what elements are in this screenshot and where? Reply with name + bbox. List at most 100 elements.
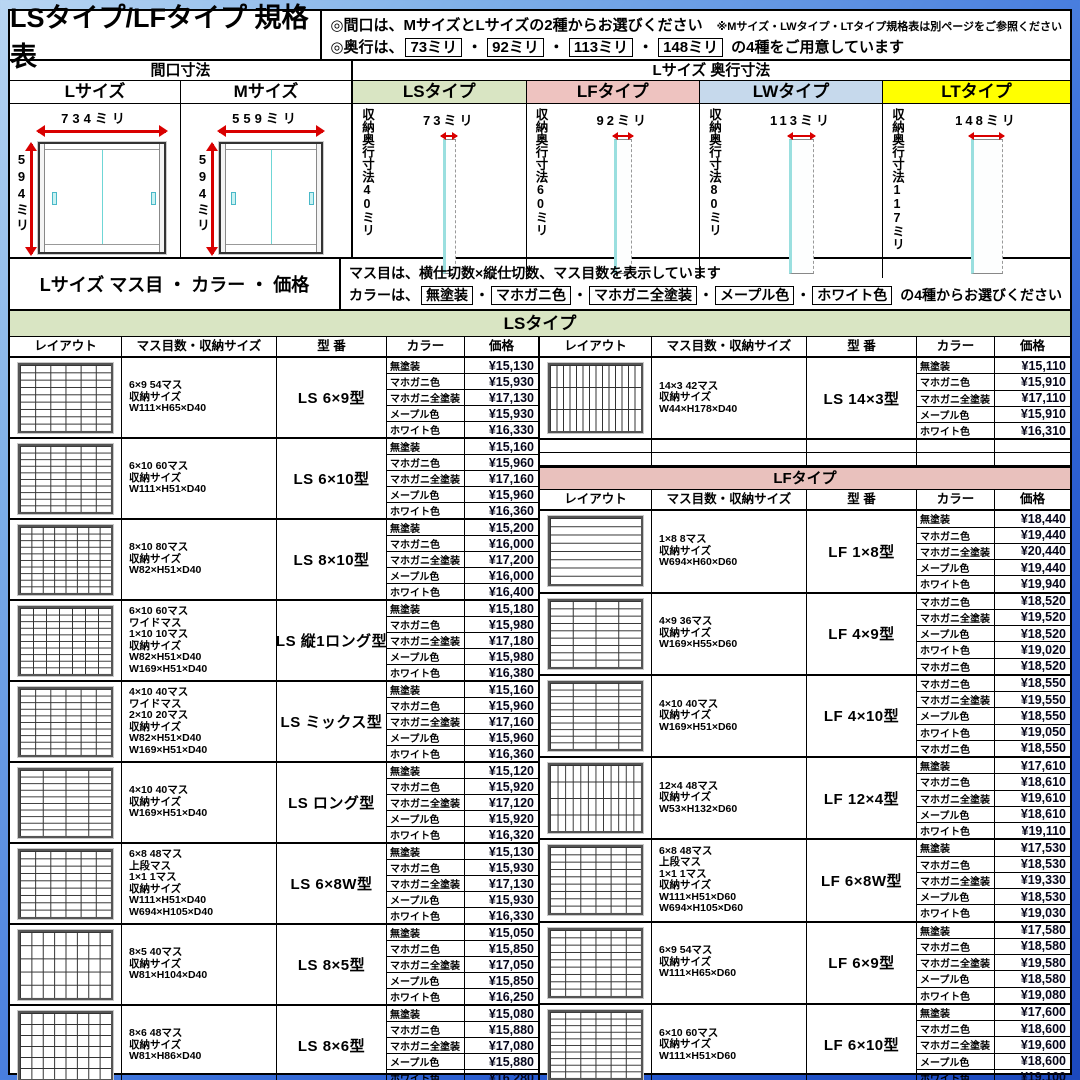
type-col-ls: LSタイプ 収納奥行寸法40ミリ 73ミリ: [353, 81, 526, 278]
color-name: 無塗装: [387, 520, 465, 535]
color-name: ホワイト色: [917, 724, 995, 740]
color-price-list: 無塗装 ¥15,130 マホガニ色 ¥15,930 マホガニ全塗装 ¥17,130 メープル…: [387, 358, 538, 437]
price-value: ¥15,850: [488, 941, 534, 956]
spec-cell: 6×10 60マス 収納サイズ W111×H51×D40: [122, 439, 277, 518]
size-m-width-label: 559ミリ: [232, 111, 300, 126]
spec-line: 6×8 48マス: [659, 844, 713, 857]
price-value: ¥19,020: [1020, 642, 1066, 657]
price-value: ¥17,600: [1020, 1005, 1066, 1020]
price-value: ¥17,180: [488, 633, 534, 648]
color-name: ホワイト色: [387, 827, 465, 842]
color-name: マホガニ全塗装: [917, 390, 995, 406]
spec-line: W694×H105×D40: [129, 905, 214, 918]
spec-line: W169×H51×D40: [129, 743, 208, 756]
spec-line: 4×10 40マス: [129, 784, 189, 797]
price-value: ¥18,550: [1020, 741, 1066, 756]
depth-section-title: Lサイズ 奥行寸法: [353, 61, 1070, 81]
color-price-list: マホガニ色 ¥18,550 マホガニ全塗装 ¥19,550 メープル色 ¥18,550 ホワ…: [917, 675, 1070, 756]
option-separator: ・: [475, 287, 490, 303]
color-name: ホワイト色: [387, 503, 465, 518]
spec-cell: 12×4 48マス 収納サイズ W53×H132×D60: [652, 758, 807, 839]
color-price-list: 無塗装 ¥15,120 マホガニ色 ¥15,920 マホガニ全塗装 ¥17,120 メープル…: [387, 763, 538, 842]
price-value: ¥15,080: [488, 1006, 534, 1021]
color-name: ホワイト色: [917, 642, 995, 658]
spec-line: 6×10 60マス: [659, 1026, 719, 1039]
header-cell: 型 番: [807, 337, 917, 356]
layout-grid-drawing: [17, 847, 114, 920]
price-value: ¥18,600: [1020, 1054, 1066, 1069]
price-row: 無塗装 ¥15,200: [387, 520, 538, 536]
price-value: ¥20,440: [1020, 544, 1066, 559]
spec-line: 6×9 54マス: [659, 944, 713, 957]
spec-line: 収納サイズ: [129, 471, 182, 484]
spec-line: 収納サイズ: [129, 720, 182, 733]
depth-option-box: 148ミリ: [658, 37, 724, 57]
option-separator: ・: [573, 287, 588, 303]
color-name: マホガニ色: [917, 658, 995, 674]
price-value: ¥19,110: [1021, 823, 1067, 838]
color-name: メープル色: [917, 806, 995, 822]
spec-cell: 6×8 48マス 上段マス 1×1 1マス 収納サイズ W111×H51×D60 W694…: [652, 840, 807, 921]
price-row: メープル色 ¥18,580: [917, 971, 1070, 988]
section-banner-lf: LFタイプ: [540, 466, 1070, 491]
price-value: ¥17,200: [488, 552, 534, 567]
color-name: ホワイト色: [387, 584, 465, 599]
price-row: メープル色 ¥15,880: [387, 1054, 538, 1070]
header-cell: 価格: [1019, 492, 1045, 507]
price-row: マホガニ色 ¥18,610: [917, 774, 1070, 791]
spec-line: 収納サイズ: [129, 1038, 182, 1051]
spec-cell: 8×5 40マス 収納サイズ W81×H104×D40: [122, 925, 277, 1004]
width-arrow: [217, 125, 325, 137]
depth-arrow: [968, 132, 1006, 140]
price-row: マホガニ全塗装 ¥17,160: [387, 714, 538, 730]
price-row: 無塗装 ¥18,440: [917, 511, 1070, 528]
price-value: ¥15,850: [488, 973, 534, 988]
price-value: ¥16,380: [488, 665, 534, 680]
height-arrow: [25, 142, 37, 256]
price-row: マホガニ色 ¥15,930: [387, 860, 538, 876]
price-value: ¥15,160: [488, 439, 534, 454]
color-name: メープル色: [917, 626, 995, 642]
type-lw-depth-label: 収納奥行寸法80ミリ: [707, 108, 722, 236]
price-value: ¥15,130: [488, 358, 534, 373]
price-value: ¥19,580: [1020, 955, 1066, 970]
color-price-list: 無塗装 ¥15,160 マホガニ色 ¥15,960 マホガニ全塗装 ¥17,160 メープル…: [387, 439, 538, 518]
price-row: メープル色 ¥15,930: [387, 892, 538, 908]
price-section-title: Lサイズ マス目 ・ カラー ・ 価格: [10, 259, 342, 309]
layout-cell: [10, 358, 122, 437]
price-value: ¥17,160: [488, 714, 534, 729]
price-row: マホガニ全塗装 ¥17,130: [387, 876, 538, 892]
color-name: ホワイト色: [387, 989, 465, 1004]
depth-option-box: 113ミリ: [568, 37, 634, 57]
spec-line: W82×H51×D40: [129, 564, 202, 577]
price-value: ¥15,960: [488, 455, 534, 470]
layout-grid-drawing: [17, 523, 114, 596]
price-row: メープル色 ¥15,960: [387, 487, 538, 503]
color-name: ホワイト色: [387, 746, 465, 761]
empty-cell: [917, 440, 995, 453]
empty-cell: [995, 440, 1070, 452]
color-name: マホガニ色: [387, 455, 465, 470]
price-row: マホガニ色 ¥16,000: [387, 536, 538, 552]
price-value: ¥17,050: [488, 957, 534, 972]
spec-cell: 4×9 36マス 収納サイズ W169×H55×D60: [652, 593, 807, 674]
color-name: 無塗装: [387, 763, 465, 778]
spec-line: 収納サイズ: [659, 391, 712, 404]
color-name: 無塗装: [387, 682, 465, 697]
layout-cell: [10, 682, 122, 761]
spec-line: 6×10 60マス: [129, 605, 189, 617]
price-value: ¥15,960: [488, 730, 534, 745]
price-value: ¥18,440: [1020, 511, 1066, 526]
color-name: 無塗装: [387, 358, 465, 373]
price-value: ¥15,980: [488, 649, 534, 664]
price-value: ¥19,080: [1020, 988, 1066, 1003]
spec-sheet: LSタイプ/LFタイプ 規格表 ◎間口は、MサイズとLサイズの2種からお選びくだ…: [8, 3, 1072, 1080]
color-name: メープル色: [387, 487, 465, 502]
price-row: ホワイト色 ¥16,360: [387, 746, 538, 761]
price-row: マホガニ色 ¥18,520: [917, 658, 1070, 674]
color-name: マホガニ全塗装: [917, 692, 995, 708]
price-row: マホガニ全塗装 ¥19,580: [917, 955, 1070, 972]
header-cell: 型 番: [277, 337, 387, 356]
spec-line: ワイドマス: [129, 697, 182, 710]
color-name: マホガニ色: [387, 779, 465, 794]
